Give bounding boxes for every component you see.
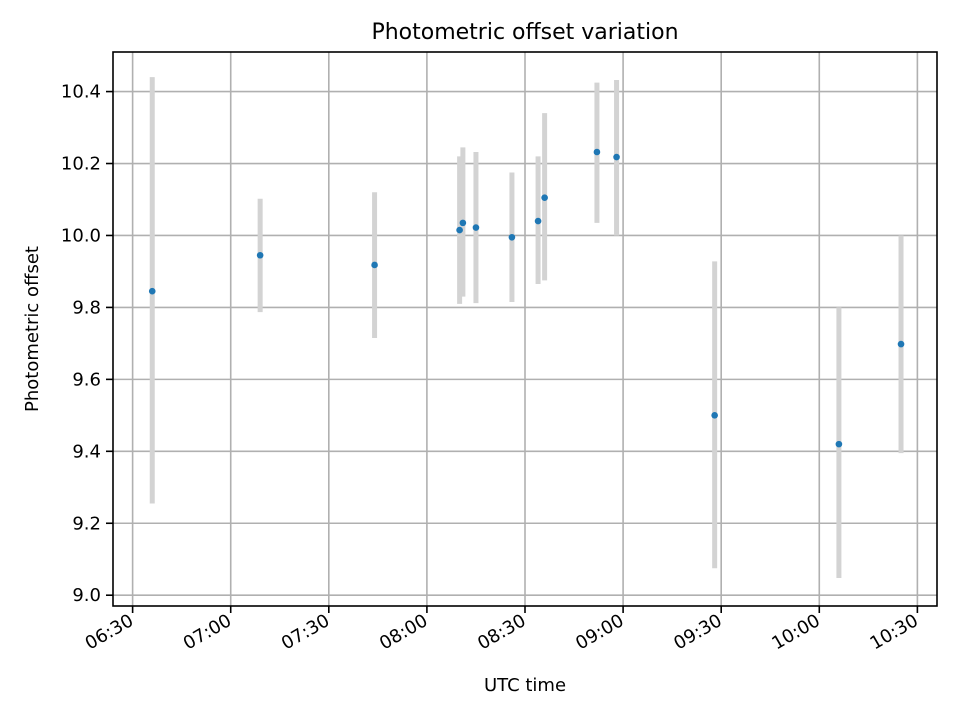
- data-point: [472, 224, 480, 231]
- y-tick-label: 9.4: [72, 441, 101, 462]
- data-point: [256, 251, 264, 259]
- y-tick-label: 9.6: [72, 369, 101, 390]
- data-point: [897, 340, 905, 348]
- y-tick-label: 9.0: [72, 585, 101, 606]
- data-point: [613, 153, 620, 161]
- data-point: [459, 219, 467, 227]
- y-tick-label: 10.0: [61, 225, 101, 246]
- y-tick-label: 9.2: [72, 513, 101, 534]
- y-tick-label: 10.4: [61, 82, 101, 103]
- chart-title: Photometric offset variation: [371, 20, 678, 45]
- data-point: [593, 148, 601, 156]
- data-points: [148, 148, 905, 448]
- y-axis-label: Photometric offset: [22, 246, 43, 412]
- y-tick-label: 10.2: [61, 154, 101, 175]
- data-point: [541, 194, 548, 201]
- x-axis-label: UTC time: [484, 675, 566, 696]
- data-point: [835, 440, 843, 448]
- grid: [113, 52, 937, 606]
- data-point: [711, 412, 718, 419]
- data-point: [371, 261, 378, 269]
- data-point: [508, 233, 516, 241]
- data-point: [456, 226, 463, 234]
- y-axis-ticks: 9.0 9.2 9.4 9.6 9.8 10.0 10.2 10.4: [61, 82, 113, 606]
- data-point: [148, 287, 156, 295]
- data-point: [534, 217, 542, 225]
- y-tick-label: 9.8: [72, 297, 101, 318]
